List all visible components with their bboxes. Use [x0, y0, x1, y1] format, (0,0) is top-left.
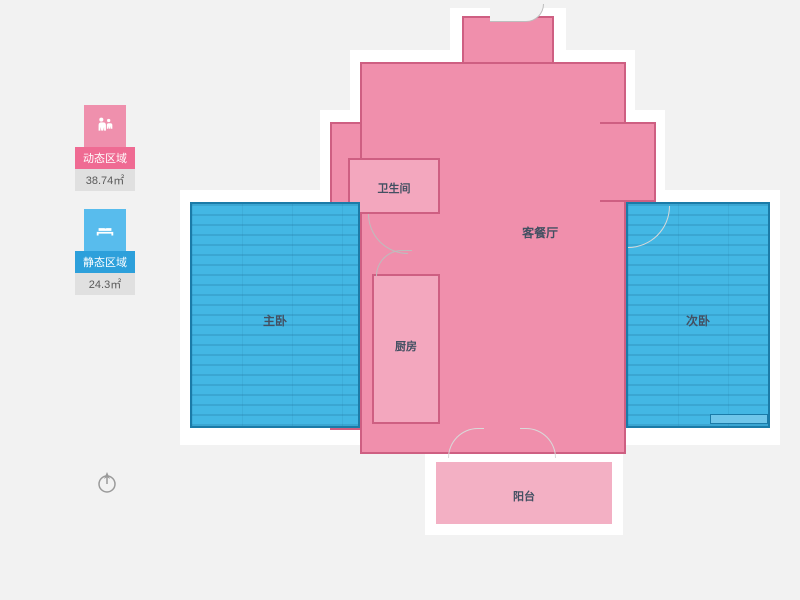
bathroom: 卫生间	[348, 158, 440, 214]
second-bedroom-label: 次卧	[686, 312, 710, 329]
legend-dynamic-label: 动态区域	[75, 147, 135, 169]
living-room-label: 客餐厅	[522, 224, 558, 241]
legend-static: 静态区域 24.3㎡	[75, 209, 135, 295]
legend-static-value: 24.3㎡	[75, 273, 135, 295]
legend-dynamic-value: 38.74㎡	[75, 169, 135, 191]
balcony: 阳台	[436, 458, 612, 524]
people-icon	[84, 105, 126, 147]
window-right	[710, 414, 768, 424]
bed-icon	[84, 209, 126, 251]
legend-static-label: 静态区域	[75, 251, 135, 273]
bathroom-label: 卫生间	[378, 180, 411, 196]
balcony-label: 阳台	[513, 488, 535, 504]
kitchen: 厨房	[372, 274, 440, 424]
master-bedroom: 主卧	[190, 202, 360, 428]
floor-plan: 客餐厅 卫生间 厨房 主卧 次卧 阳台	[190, 10, 770, 565]
compass-icon	[95, 470, 119, 494]
legend-panel: 动态区域 38.74㎡ 静态区域 24.3㎡	[75, 105, 135, 313]
legend-dynamic: 动态区域 38.74㎡	[75, 105, 135, 191]
kitchen-label: 厨房	[395, 338, 417, 354]
master-bedroom-label: 主卧	[263, 312, 287, 329]
foyer-right	[600, 122, 656, 202]
